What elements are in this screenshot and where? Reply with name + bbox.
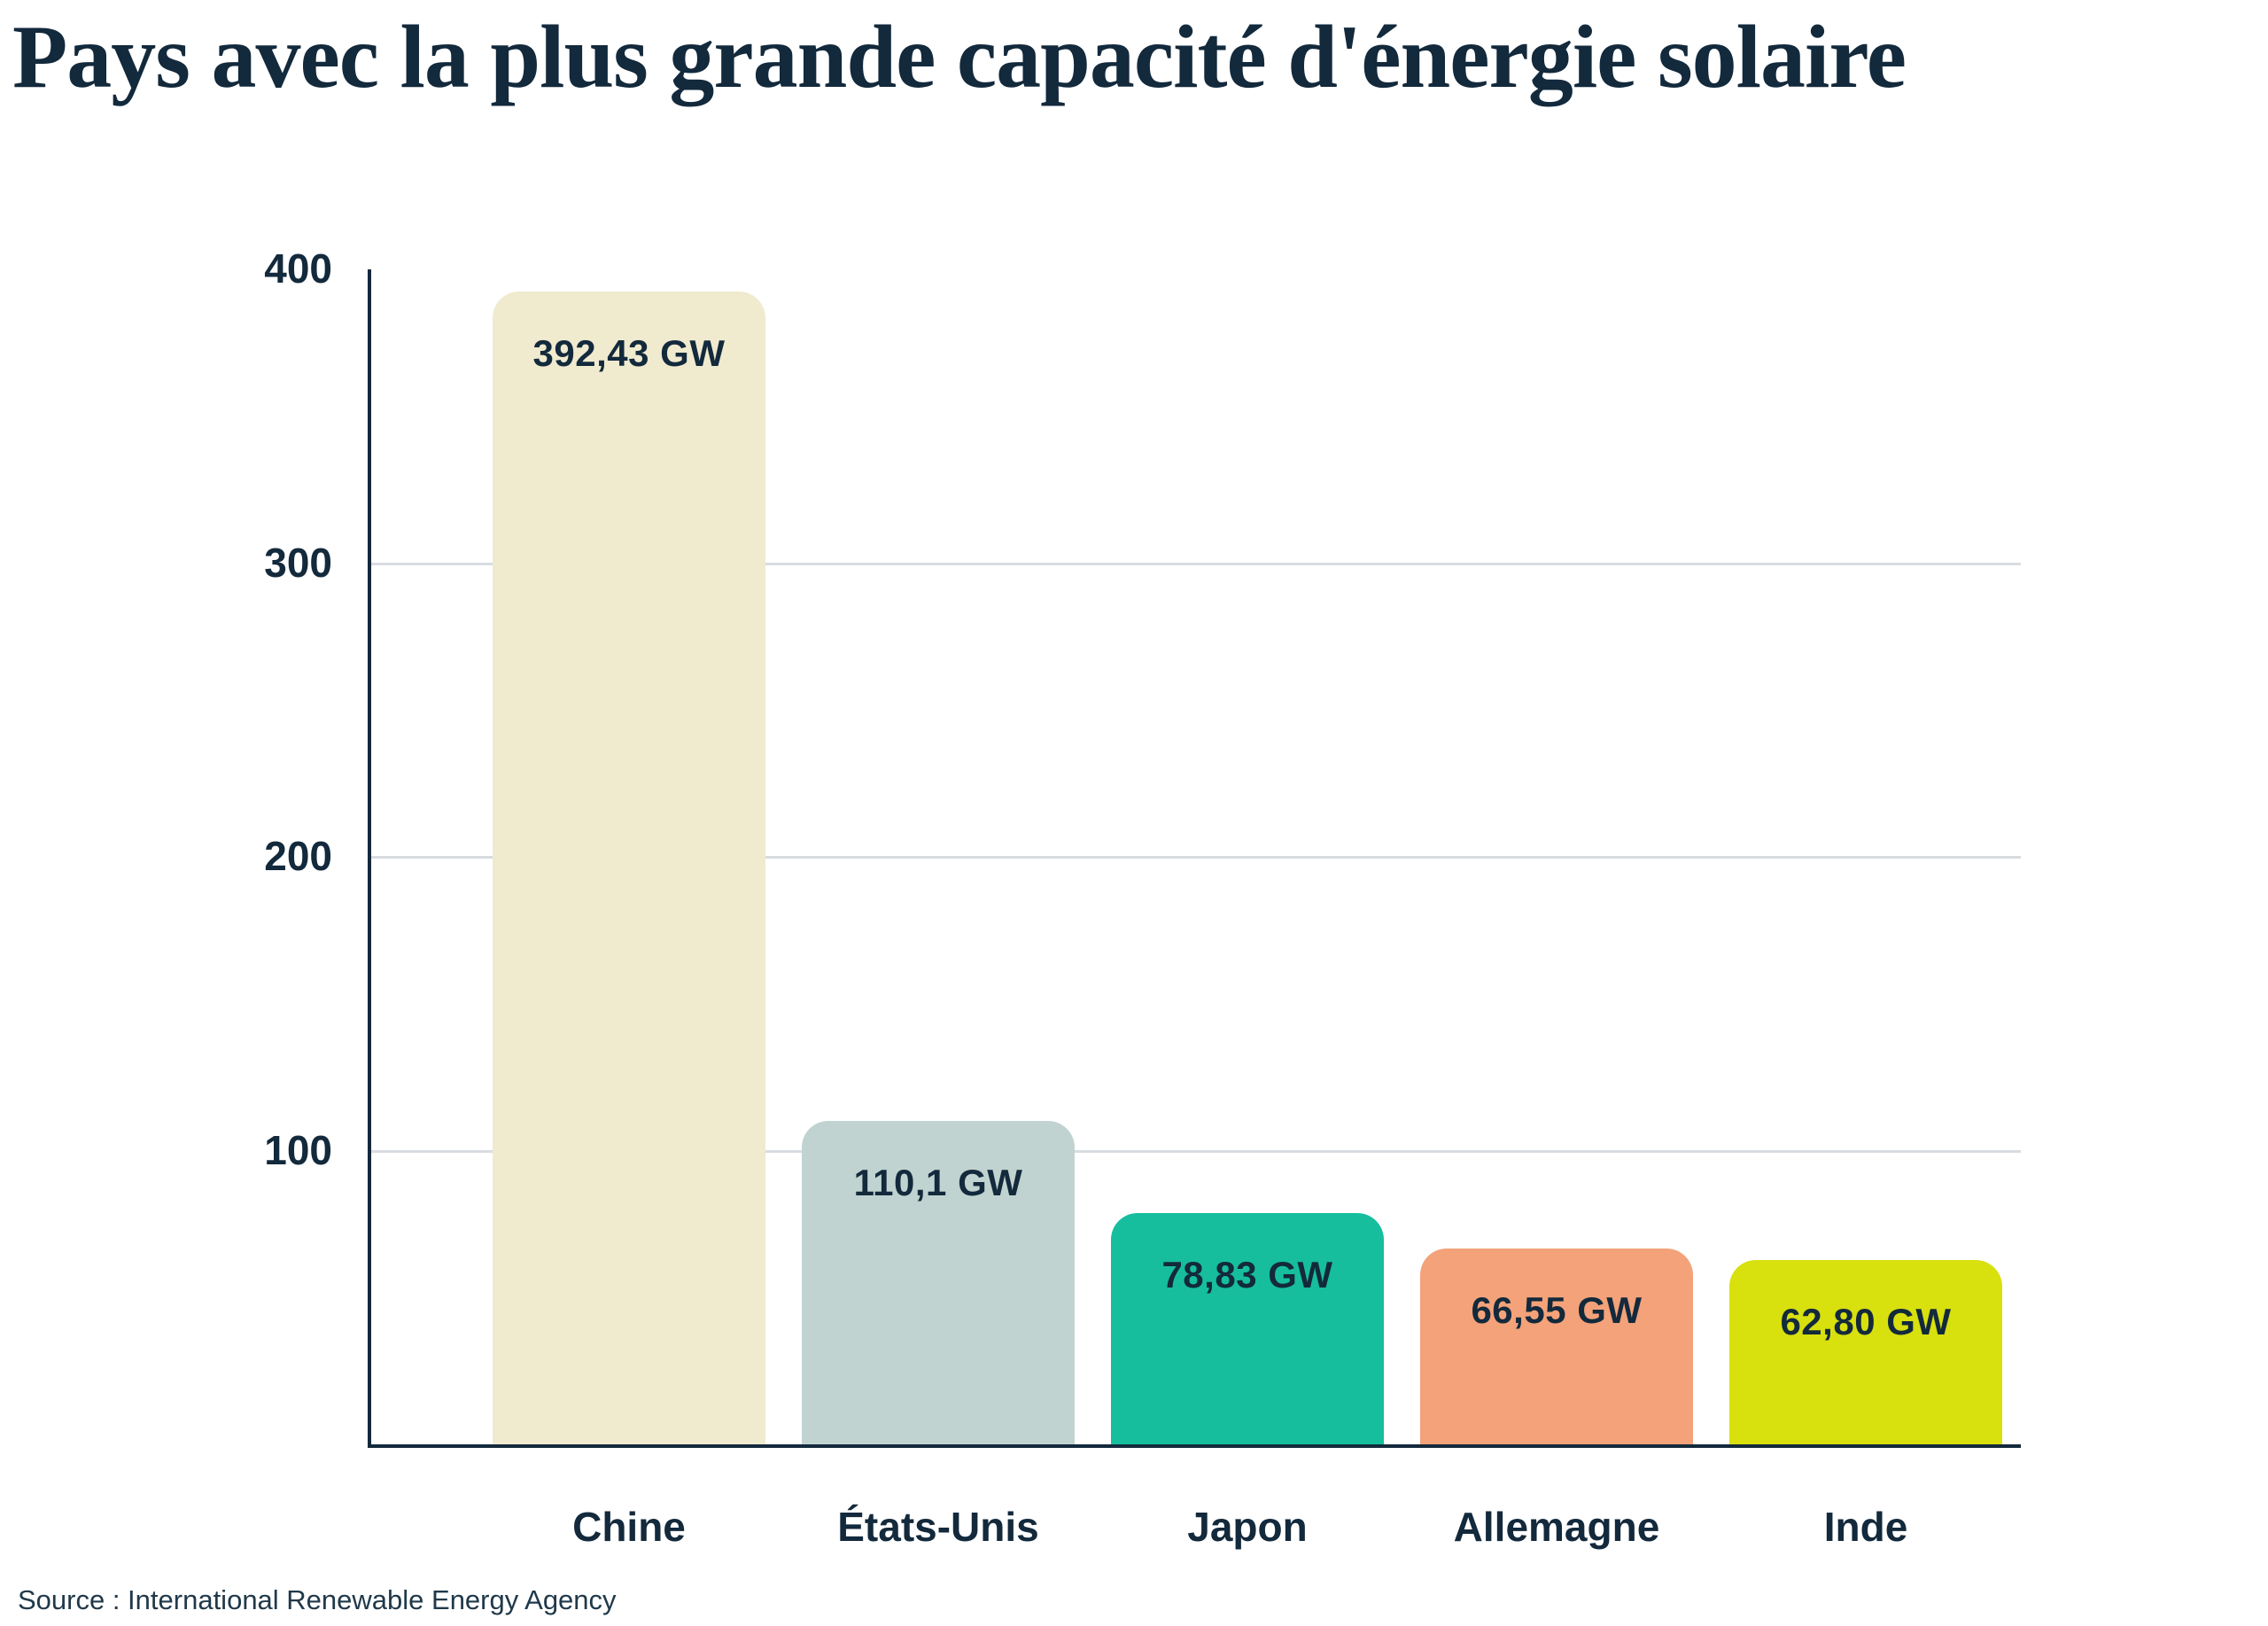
y-tick-label-100: 100 — [264, 1126, 332, 1173]
bar-chine: 392,43 GW — [493, 292, 765, 1444]
bar-inde: 62,80 GW — [1729, 1259, 2002, 1444]
y-tick-label-400: 400 — [264, 245, 332, 292]
bar-value-label-chine: 392,43 GW — [532, 332, 726, 375]
y-tick-label-200: 200 — [264, 832, 332, 879]
bar-etats-unis: 110,1 GW — [802, 1121, 1075, 1444]
y-tick-label-300: 300 — [264, 539, 332, 586]
bar-japon: 78,83 GW — [1111, 1212, 1384, 1444]
x-category-label-japon: Japon — [1187, 1504, 1308, 1550]
bar-allemagne: 66,55 GW — [1420, 1249, 1693, 1444]
source-caption: Source : International Renewable Energy … — [18, 1584, 617, 1615]
chart-title: Pays avec la plus grande capacité d'éner… — [12, 7, 1907, 107]
bar-value-label-japon: 78,83 GW — [1161, 1253, 1333, 1295]
gridline-100 — [371, 1149, 2021, 1153]
bar-value-label-allemagne: 66,55 GW — [1471, 1289, 1643, 1332]
plot-area: 400 300 200 100 392,43 GW Chine 110,1 GW États-… — [264, 245, 2021, 1550]
x-category-label-allemagne: Allemagne — [1453, 1504, 1660, 1550]
x-category-label-chine: Chine — [572, 1504, 686, 1550]
bar-value-label-etats-unis: 110,1 GW — [853, 1162, 1023, 1204]
gridline-300 — [371, 562, 2021, 565]
x-category-label-inde: Inde — [1823, 1504, 1908, 1550]
bar-value-label-inde: 62,80 GW — [1780, 1300, 1952, 1342]
gridline-200 — [371, 856, 2021, 859]
x-category-label-etats-unis: États-Unis — [837, 1504, 1039, 1550]
